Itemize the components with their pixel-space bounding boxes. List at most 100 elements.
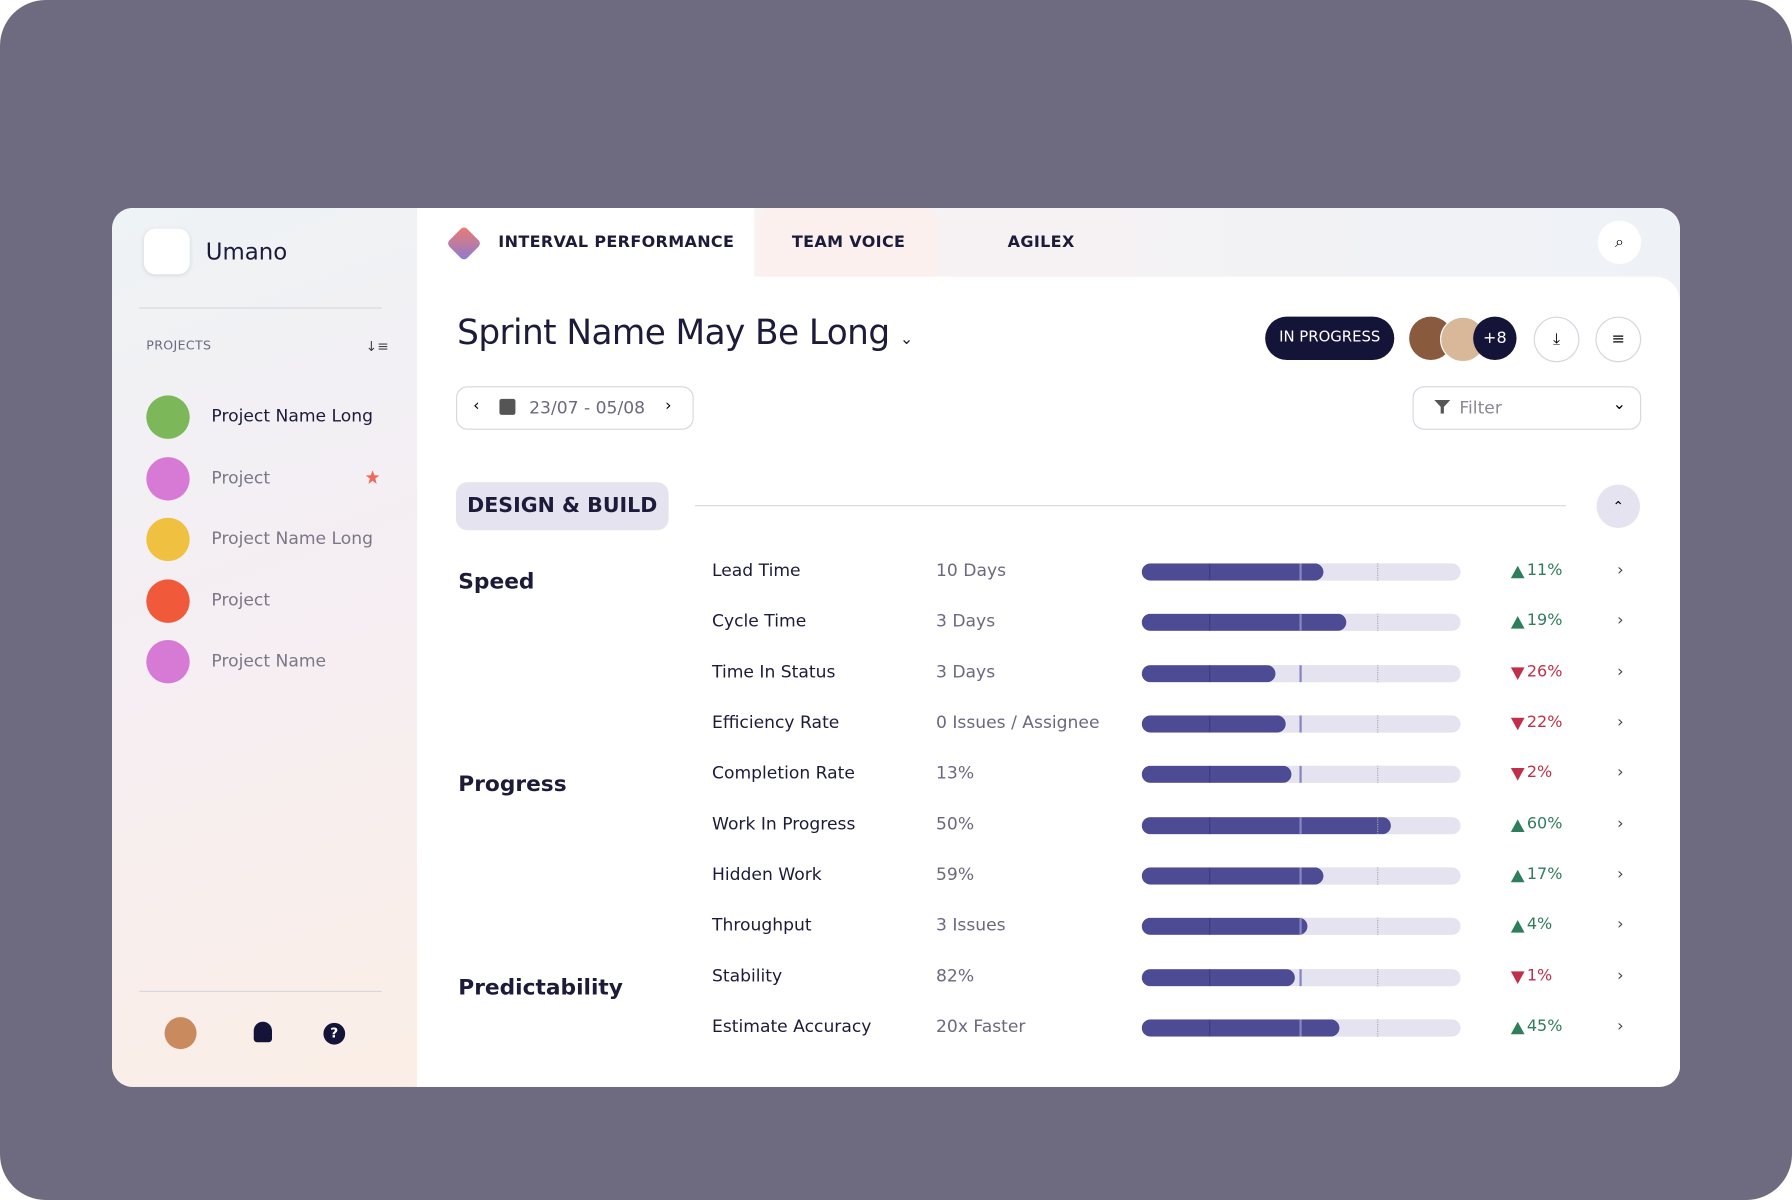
change: 1% <box>1526 966 1553 985</box>
bar-fill <box>1141 563 1324 581</box>
sprint-title[interactable]: Sprint Name May Be Long ⌄ <box>457 313 913 354</box>
trend-up <box>1510 819 1525 832</box>
metric-name: Lead Time <box>711 559 801 581</box>
metric-value: 10 Days <box>935 559 1007 581</box>
project-name: Project Name Long <box>211 405 374 427</box>
project-avatar <box>146 517 190 562</box>
row-link[interactable]: › <box>1617 763 1624 783</box>
more-members[interactable]: +8 <box>1473 316 1517 360</box>
project-avatar <box>146 456 190 500</box>
trend-down <box>1510 970 1525 984</box>
app-window: Umano PROJECTS ↓≡ Project Name Long Proje… <box>111 207 1680 1087</box>
bar-fill <box>1141 816 1391 834</box>
date-picker[interactable]: ‹ › <box>455 386 694 430</box>
marker <box>1377 918 1379 936</box>
sidebar: Umano PROJECTS ↓≡ Project Name Long Proje… <box>111 207 418 1087</box>
metric-name: Estimate Accuracy <box>711 1015 872 1037</box>
metric-value: 3 Days <box>935 610 996 632</box>
download-button[interactable]: ⤓ <box>1533 316 1580 363</box>
metric-value: 20x Faster <box>935 1015 1026 1037</box>
marker <box>1208 1019 1210 1037</box>
trend-up <box>1510 1021 1525 1035</box>
prev[interactable]: ‹ <box>473 396 480 415</box>
settings-button[interactable]: ≡ <box>1595 316 1642 363</box>
project-name: Project <box>211 589 271 610</box>
tab[interactable]: TEAM VOICE <box>759 207 938 277</box>
bar-track <box>1141 766 1461 784</box>
help[interactable]: ? <box>323 1022 346 1045</box>
filter-dropdown[interactable]: ⌄ <box>1412 386 1642 430</box>
trend-down <box>1510 768 1525 781</box>
change: 17% <box>1526 865 1563 884</box>
tab[interactable]: INTERVAL PERFORMANCE <box>417 207 755 277</box>
user-avatar[interactable] <box>164 1017 197 1050</box>
marker <box>1299 614 1302 632</box>
project-item[interactable]: Project Name Long <box>146 517 386 564</box>
metric-name: Completion Rate <box>711 762 855 784</box>
marker <box>1377 664 1379 682</box>
bar-track <box>1141 968 1461 986</box>
bar-track <box>1141 664 1461 682</box>
change: 19% <box>1526 611 1563 631</box>
bar-track <box>1141 1019 1461 1037</box>
marker <box>1208 968 1210 986</box>
sort-button[interactable]: ↓≡ <box>365 338 389 355</box>
project-item[interactable]: Project Name <box>146 639 386 686</box>
row-link[interactable]: › <box>1617 814 1624 833</box>
row-link[interactable]: › <box>1617 561 1624 580</box>
row-link[interactable]: › <box>1617 966 1624 985</box>
status-badge: IN PROGRESS <box>1265 316 1395 360</box>
tab[interactable]: AGILEX <box>949 207 1133 277</box>
row-link[interactable]: › <box>1617 915 1624 935</box>
marker <box>1208 664 1210 682</box>
change: 26% <box>1526 662 1563 681</box>
metric-name: Efficiency Rate <box>711 711 840 733</box>
change: 45% <box>1526 1017 1563 1036</box>
bar-track <box>1141 816 1461 834</box>
project-avatar <box>146 395 190 439</box>
next[interactable]: › <box>665 396 672 415</box>
metric-name: Throughput <box>711 914 812 936</box>
chevron: ⌄ <box>1612 395 1626 414</box>
project-name: Project <box>211 466 271 488</box>
bar-fill <box>1141 867 1324 885</box>
divider <box>694 505 1566 507</box>
change: 4% <box>1526 915 1553 935</box>
row-link[interactable]: › <box>1617 662 1624 681</box>
marker <box>1208 715 1210 733</box>
marker <box>1377 968 1379 986</box>
divider <box>139 990 382 992</box>
metric-name: Hidden Work <box>711 863 822 885</box>
notifications[interactable] <box>253 1021 272 1043</box>
tab-icon <box>446 225 482 262</box>
marker <box>1299 968 1302 986</box>
bar-track <box>1141 563 1461 581</box>
row-link[interactable]: › <box>1617 865 1624 884</box>
trend-down <box>1510 667 1525 680</box>
project-item[interactable]: Project Name Long <box>146 395 386 441</box>
row-link[interactable]: › <box>1617 1017 1624 1036</box>
change: 60% <box>1526 814 1563 833</box>
row-link[interactable]: › <box>1617 713 1624 732</box>
group-label: Progress <box>458 771 567 797</box>
marker <box>1299 1019 1302 1037</box>
project-avatar <box>146 578 190 623</box>
project-name: Project Name <box>211 650 327 671</box>
marker <box>1299 816 1302 834</box>
metric-value: 82% <box>935 965 975 986</box>
row-link[interactable]: › <box>1617 611 1624 631</box>
collapse-button[interactable]: ⌃ <box>1596 484 1640 528</box>
marker <box>1299 766 1302 784</box>
bar-track <box>1141 614 1461 632</box>
logo <box>143 228 190 275</box>
bar-track <box>1141 867 1461 885</box>
metric-value: 3 Issues <box>935 914 1006 936</box>
project-item[interactable]: Project <box>146 578 386 625</box>
filter-icon <box>1434 399 1451 414</box>
star <box>365 470 380 484</box>
search-button[interactable]: ⌕ <box>1597 220 1642 264</box>
project-item[interactable]: Project <box>146 456 386 503</box>
brand: Umano <box>205 237 288 266</box>
bar-fill <box>1141 614 1346 632</box>
